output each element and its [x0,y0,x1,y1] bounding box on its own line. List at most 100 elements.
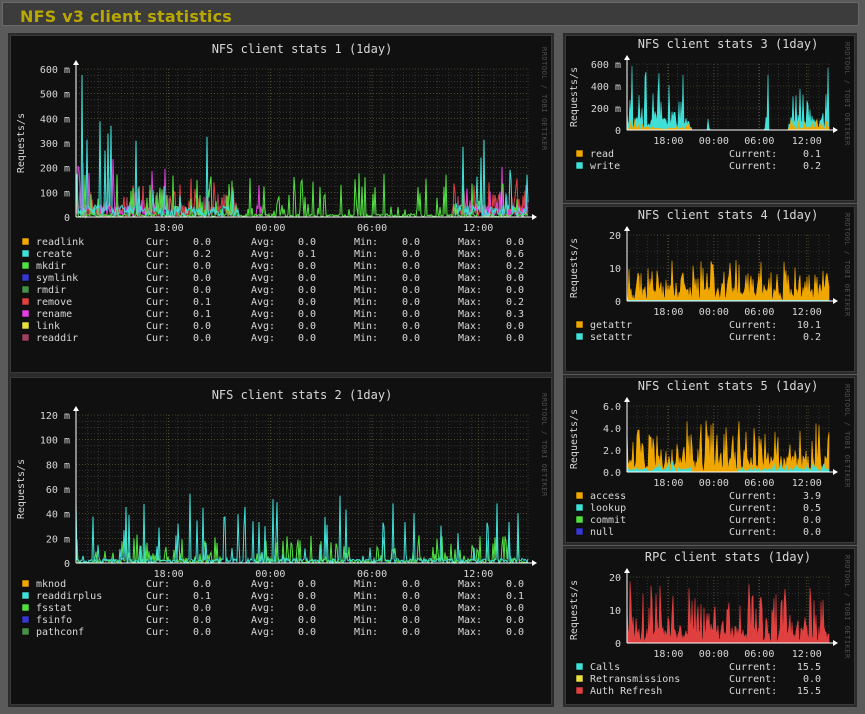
y-tick-label: 0 [64,213,70,224]
legend-swatch [21,309,30,318]
y-axis-arrow [624,397,630,402]
legend-swatch [575,662,584,671]
legend-label-min: Min: [354,603,378,614]
legend-value-max: 0.2 [506,261,524,272]
legend-name: readdirplus [36,591,102,602]
legend-label-cur: Cur: [146,261,170,272]
legend-value-avg: 0.1 [298,249,316,260]
legend-value-min: 0.0 [402,603,420,614]
y-axis-label: Requests/s [569,238,580,298]
legend-name: setattr [590,332,632,343]
y-axis-arrow [624,568,630,573]
legend-label-min: Min: [354,249,378,260]
legend-name: access [590,491,626,502]
legend-name: lookup [590,503,626,514]
legend-value-avg: 0.0 [298,309,316,320]
legend-value-cur: 0.1 [193,309,211,320]
series-area [626,259,830,302]
chart-nfs-stats-3: NFS client stats 3 (1day) Requests/s RRDTO… [569,37,851,172]
legend-value-max: 0.6 [506,249,524,260]
legend-name: pathconf [36,627,84,638]
legend-label-current: Current: [729,515,777,526]
legend-value-max: 0.1 [506,591,524,602]
legend-swatch [575,686,584,695]
legend-label-max: Max: [458,627,482,638]
legend-label-min: Min: [354,321,378,332]
y-tick-label: 20 m [46,534,70,545]
y-tick-label: 400 m [40,114,70,125]
legend-label-cur: Cur: [146,579,170,590]
legend-label-min: Min: [354,627,378,638]
watermark-text: RRDTOOL / TOBI OETIKER [843,213,851,317]
legend-value-current: 0.1 [803,149,821,160]
legend-value-current: 15.5 [797,686,821,697]
chart-title: NFS client stats 4 (1day) [638,208,819,222]
legend-name: remove [36,297,72,308]
chart-panel-nfs-stats-4: NFS client stats 4 (1day) Requests/s RRDTO… [563,204,857,374]
legend-label-current: Current: [729,686,777,697]
y-axis-arrow [624,55,630,60]
legend-value-avg: 0.0 [298,591,316,602]
legend-swatch [575,674,584,683]
chart-nfs-stats-4: NFS client stats 4 (1day) Requests/s RRDTO… [569,208,851,343]
legend-name: mknod [36,579,66,590]
legend-name: fsinfo [36,615,72,626]
legend-value-min: 0.0 [402,579,420,590]
legend-label-min: Min: [354,297,378,308]
y-tick-label: 20 [609,573,621,584]
legend-label-cur: Cur: [146,297,170,308]
legend-value-cur: 0.0 [193,627,211,638]
x-tick-label: 18:00 [653,649,683,660]
legend-label-cur: Cur: [146,273,170,284]
legend-label-min: Min: [354,273,378,284]
legend-value-avg: 0.0 [298,321,316,332]
legend-label-min: Min: [354,261,378,272]
legend-label-max: Max: [458,249,482,260]
y-tick-label: 0 [64,559,70,570]
chart-panel-rpc-stats: RPC client stats (1day) Requests/s RRDTOOL… [563,546,857,707]
legend-value-cur: 0.0 [193,261,211,272]
legend-label-min: Min: [354,309,378,320]
legend-value-min: 0.0 [402,309,420,320]
legend-swatch [21,627,30,636]
legend-name: readdir [36,333,78,344]
legend-value-min: 0.0 [402,333,420,344]
legend-value-min: 0.0 [402,615,420,626]
x-tick-label: 06:00 [744,649,774,660]
legend-label-max: Max: [458,285,482,296]
y-tick-label: 100 m [40,188,70,199]
legend-value-max: 0.0 [506,237,524,248]
legend-label-cur: Cur: [146,333,170,344]
y-axis-arrow [624,226,630,231]
legend-label-avg: Avg: [251,249,275,260]
legend-value-max: 0.3 [506,309,524,320]
x-tick-label: 18:00 [653,136,683,147]
legend-name: create [36,249,72,260]
legend-swatch [575,320,584,329]
legend-name: readlink [36,237,84,248]
x-tick-label: 18:00 [653,307,683,318]
series-line [75,173,529,219]
legend-name: read [590,149,614,160]
chart-title: NFS client stats 1 (1day) [212,42,393,56]
legend-swatch [575,161,584,170]
legend-swatch [21,249,30,258]
legend-value-cur: 0.1 [193,297,211,308]
legend-label-min: Min: [354,333,378,344]
legend-name: getattr [590,320,632,331]
y-axis-label: Requests/s [569,67,580,127]
legend-value-avg: 0.0 [298,333,316,344]
legend-value-current: 0.2 [803,161,821,172]
chart-nfs-stats-2: NFS client stats 2 (1day) Requests/s RRDTO… [16,388,548,638]
legend-label-current: Current: [729,332,777,343]
legend-value-max: 0.0 [506,321,524,332]
y-tick-label: 600 m [40,65,70,76]
y-tick-label: 400 m [591,82,621,93]
legend-label-cur: Cur: [146,237,170,248]
x-tick-label: 06:00 [744,478,774,489]
y-tick-label: 0 [615,126,621,137]
legend-label-min: Min: [354,237,378,248]
legend-label-avg: Avg: [251,261,275,272]
legend-label-avg: Avg: [251,603,275,614]
y-tick-label: 20 [609,231,621,242]
